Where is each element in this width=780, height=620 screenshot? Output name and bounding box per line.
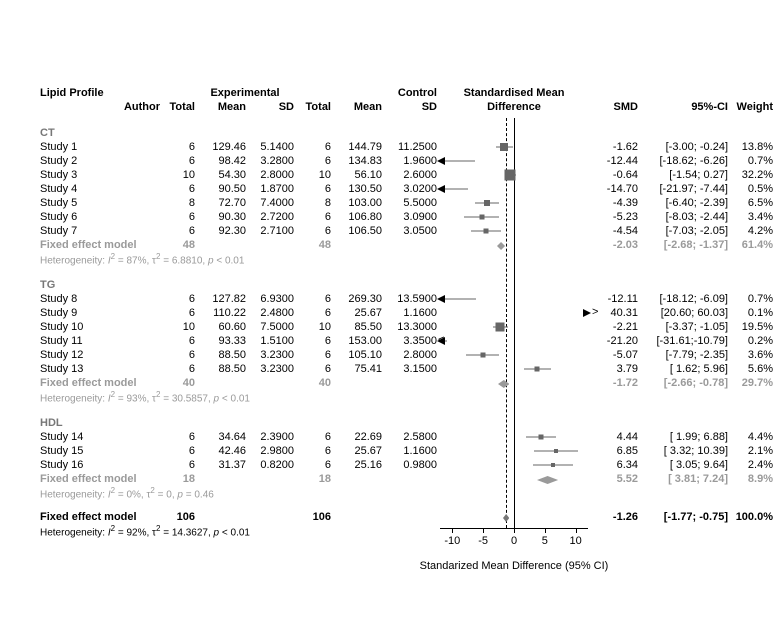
study-row: Study 86127.826.93006269.3013.5900-12.11… xyxy=(0,292,780,306)
hdr-mean2: Mean xyxy=(332,100,382,114)
study-author: Study 16 xyxy=(40,458,160,472)
study-author: Study 15 xyxy=(40,444,160,458)
study-author: Study 11 xyxy=(40,334,160,348)
study-author: Study 12 xyxy=(40,348,160,362)
study-row: Study 7692.302.71006106.503.0500-4.54[-7… xyxy=(0,224,780,238)
study-author: Study 2 xyxy=(40,154,160,168)
title-control: Control xyxy=(382,86,437,100)
study-author: Study 8 xyxy=(40,292,160,306)
study-author: Study 7 xyxy=(40,224,160,238)
study-author: Study 10 xyxy=(40,320,160,334)
group-label: TG xyxy=(0,278,780,292)
hdr-wt: Weight xyxy=(728,100,773,114)
title-experimental: Experimental xyxy=(196,86,294,100)
study-row: Study 16631.370.8200625.160.98006.34[ 3.… xyxy=(0,458,780,472)
study-author: Study 13 xyxy=(40,362,160,376)
study-row: Study 4690.501.87006130.503.0200-14.70[-… xyxy=(0,182,780,196)
axis-tick-label: 0 xyxy=(499,535,529,547)
study-author: Study 5 xyxy=(40,196,160,210)
axis-tick-label: -5 xyxy=(468,535,498,547)
hdr-total1: Total xyxy=(160,100,195,114)
study-row: Study 15642.462.9800625.671.16006.85[ 3.… xyxy=(0,444,780,458)
study-author: Study 6 xyxy=(40,210,160,224)
hdr-smd: SMD xyxy=(588,100,638,114)
study-row: Study 96110.222.4800625.671.160040.31[20… xyxy=(0,306,780,320)
group-label: CT xyxy=(0,126,780,140)
overflow-marker-left: < xyxy=(438,334,444,346)
hdr-total2: Total xyxy=(296,100,331,114)
study-row: Study 101060.607.50001085.5013.3000-2.21… xyxy=(0,320,780,334)
study-row: Study 13688.503.2300675.413.15003.79[ 1.… xyxy=(0,362,780,376)
study-row: Study 5872.707.40008103.005.5000-4.39[-6… xyxy=(0,196,780,210)
hdr-sd2: SD xyxy=(382,100,437,114)
study-author: Study 14 xyxy=(40,430,160,444)
heterogeneity-text: Heterogeneity: I2 = 87%, τ2 = 6.8810, p … xyxy=(0,250,780,264)
header-line-2: Author Total Mean SD Total Mean SD Diffe… xyxy=(0,100,780,114)
study-row: Study 31054.302.80001056.102.6000-0.64[-… xyxy=(0,168,780,182)
overflow-marker-right: > xyxy=(592,306,598,318)
study-row: Study 2698.423.28006134.831.9600-12.44[-… xyxy=(0,154,780,168)
study-row: Study 16129.465.14006144.7911.2500-1.62[… xyxy=(0,140,780,154)
study-author: Study 9 xyxy=(40,306,160,320)
axis-tick-label: 5 xyxy=(530,535,560,547)
study-author: Study 3 xyxy=(40,168,160,182)
study-author: Study 1 xyxy=(40,140,160,154)
forest-plot: Lipid Profile Experimental Control Stand… xyxy=(0,0,780,620)
study-row: Study 11693.331.51006153.003.3500-21.20[… xyxy=(0,334,780,348)
overall-heterogeneity-text: Heterogeneity: I2 = 92%, τ2 = 14.3627, p… xyxy=(0,522,780,536)
study-row: Study 6690.302.72006106.803.0900-5.23[-8… xyxy=(0,210,780,224)
study-author: Study 4 xyxy=(40,182,160,196)
heterogeneity-text: Heterogeneity: I2 = 0%, τ2 = 0, p = 0.46 xyxy=(0,484,780,498)
header-line-1: Lipid Profile Experimental Control Stand… xyxy=(0,86,780,100)
title-lipid: Lipid Profile xyxy=(40,86,160,100)
group-label: HDL xyxy=(0,416,780,430)
study-row: Study 12688.503.23006105.102.8000-5.07[-… xyxy=(0,348,780,362)
hdr-mean1: Mean xyxy=(196,100,246,114)
hdr-author: Author xyxy=(40,100,160,114)
axis-title: Standarized Mean Difference (95% CI) xyxy=(410,560,618,572)
hdr-sd1: SD xyxy=(246,100,294,114)
study-row: Study 14634.642.3900622.692.58004.44[ 1.… xyxy=(0,430,780,444)
axis-tick-label: -10 xyxy=(437,535,467,547)
axis-tick-label: 10 xyxy=(561,535,591,547)
heterogeneity-text: Heterogeneity: I2 = 93%, τ2 = 30.5857, p… xyxy=(0,388,780,402)
hdr-ci: 95%-CI xyxy=(638,100,728,114)
